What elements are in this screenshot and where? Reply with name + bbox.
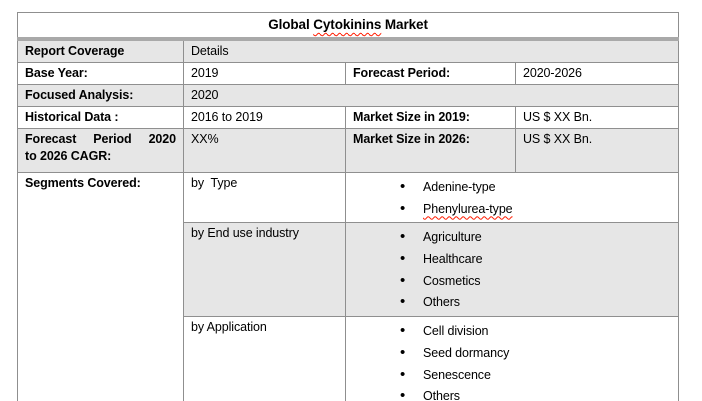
market-size-2019-label: Market Size in 2019: [345,105,516,129]
type-list: Adenine-type Phenylurea-type [353,175,671,220]
segment-group-application-label: by Application [183,316,346,401]
segment-group-application-items: Cell division Seed dormancy Senescence O… [344,316,680,401]
segment-group-type-items: Adenine-type Phenylurea-type [344,171,680,224]
title-misspelled-word: Cytokinins [313,16,382,32]
segment-group-type-label: by Type [183,171,346,224]
title-prefix: Global [268,16,314,32]
segments-covered-label: Segments Covered: [17,171,184,401]
forecast-cagr-value: XX% [183,127,346,173]
forecast-cagr-label: Forecast Period 2020 to 2026 CAGR: [17,127,184,173]
market-size-2026-label: Market Size in 2026: [345,127,516,173]
end-use-list: Agriculture Healthcare Cosmetics Others [353,225,671,314]
segment-item: Cosmetics [400,270,671,293]
row-historical-data: Historical Data : 2016 to 2019 Market Si… [17,105,680,129]
segment-item: Healthcare [400,248,671,271]
base-year-label: Base Year: [17,61,184,85]
segment-item: Phenylurea-type [400,198,671,221]
row-base-year: Base Year: 2019 Forecast Period: 2020-20… [17,61,680,85]
segment-group-enduse-label: by End use industry [183,222,346,318]
report-coverage-label: Report Coverage [17,38,184,63]
focused-analysis-label: Focused Analysis: [17,83,184,107]
market-size-2019-value: US $ XX Bn. [514,105,680,129]
base-year-value: 2019 [183,61,346,85]
forecast-period-value: 2020-2026 [514,61,680,85]
report-coverage-value: Details [182,38,680,63]
row-focused-analysis: Focused Analysis: 2020 [17,83,680,107]
segment-item: Adenine-type [400,176,671,199]
forecast-period-label: Forecast Period: [345,61,516,85]
focused-analysis-value: 2020 [182,83,680,107]
title-suffix: Market [381,16,428,32]
application-list: Cell division Seed dormancy Senescence O… [353,319,671,401]
historical-data-label: Historical Data : [17,105,184,129]
row-report-coverage: Report Coverage Details [17,38,680,63]
market-size-2026-value: US $ XX Bn. [514,127,680,173]
historical-data-value: 2016 to 2019 [183,105,346,129]
segment-item: Seed dormancy [400,342,671,365]
segment-item: Senescence [400,364,671,387]
segment-item: Cell division [400,320,671,343]
table-title-row: Global Cytokinins Market [16,12,680,41]
segment-item: Others [400,291,671,314]
segment-item: Others [400,385,671,401]
segment-group-enduse-items: Agriculture Healthcare Cosmetics Others [344,222,680,318]
forecast-cagr-label-line1: Forecast Period 2020 [25,131,176,146]
row-segments-end-use: by End use industry Agriculture Healthca… [18,222,680,318]
market-report-table: Global Cytokinins Market Report Coverage… [16,12,680,401]
row-segments-type: Segments Covered: by Type Adenine-type P… [17,171,680,401]
segment-item: Agriculture [400,226,671,249]
forecast-cagr-label-line2: to 2026 CAGR: [25,148,112,163]
row-segments-application: by Application Cell division Seed dorman… [18,316,680,401]
table-title: Global Cytokinins Market [16,12,680,41]
row-forecast-cagr: Forecast Period 2020 to 2026 CAGR: XX% Ma… [17,127,680,173]
